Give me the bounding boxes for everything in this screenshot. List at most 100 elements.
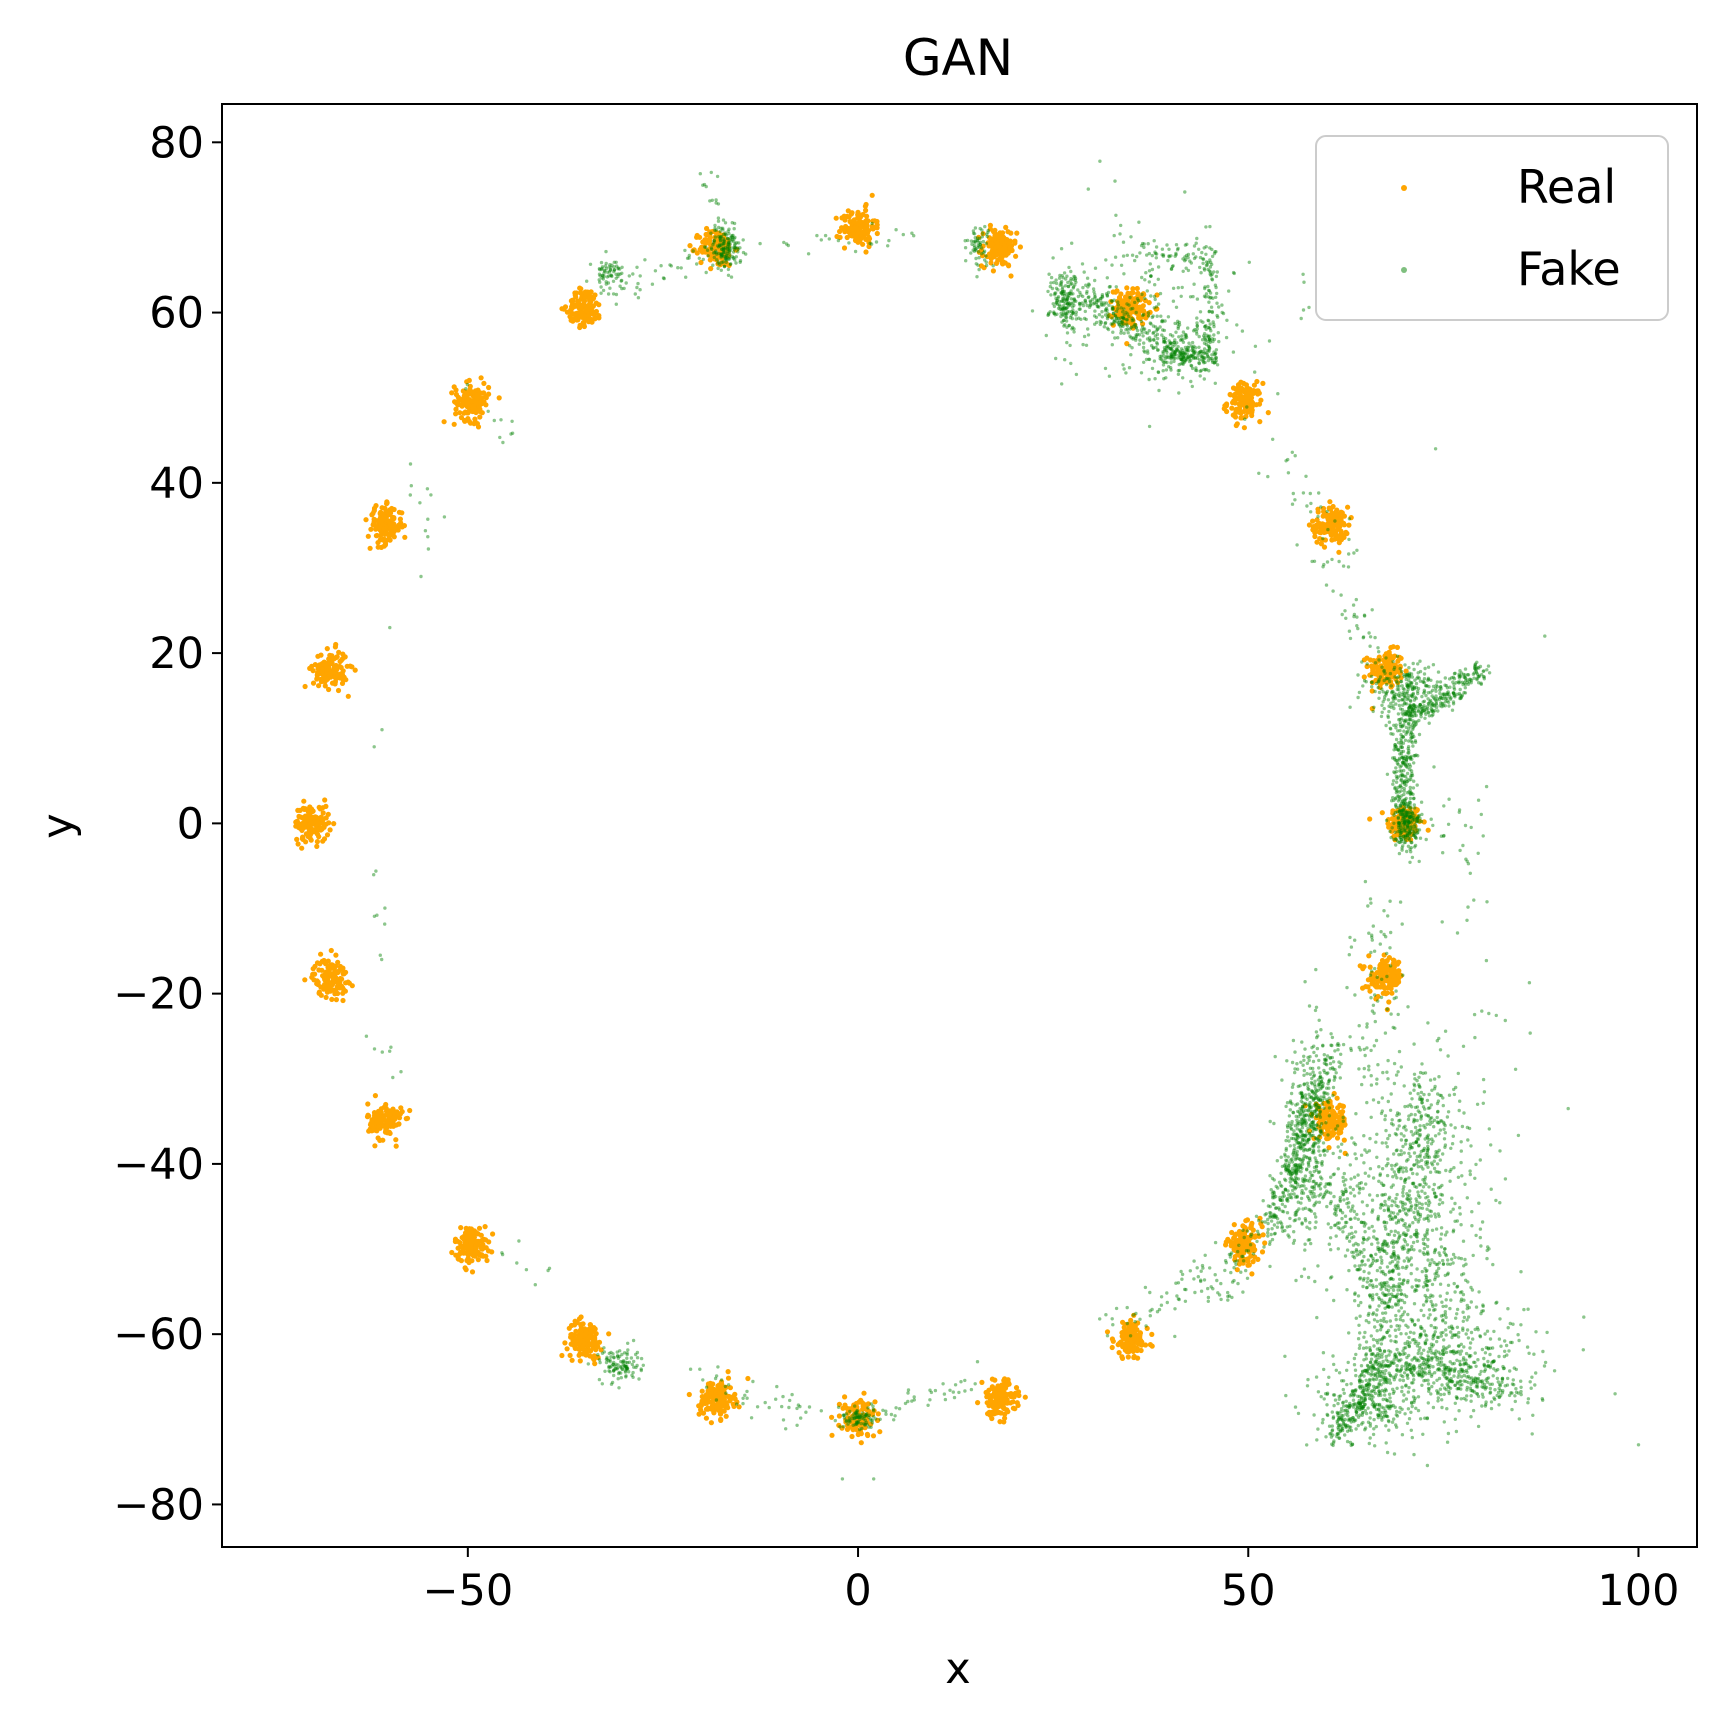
fake-point <box>1393 675 1397 679</box>
real-point <box>327 827 333 833</box>
fake-point <box>1283 1354 1287 1359</box>
fake-point <box>731 233 735 238</box>
real-point <box>332 987 338 994</box>
real-point <box>455 394 461 400</box>
fake-point <box>1319 1192 1323 1196</box>
fake-point <box>1290 1085 1295 1089</box>
real-point <box>1313 525 1319 531</box>
real-point <box>1330 503 1336 510</box>
real-point <box>1369 688 1375 694</box>
real-point <box>458 415 465 421</box>
fake-point <box>1291 1132 1295 1136</box>
fake-point <box>1301 1207 1305 1211</box>
real-point <box>578 1321 585 1327</box>
real-point <box>707 1380 714 1386</box>
fake-point <box>1418 669 1423 674</box>
real-point <box>864 213 870 219</box>
real-point <box>333 997 339 1003</box>
real-point <box>325 958 331 964</box>
real-point <box>1388 684 1394 690</box>
fake-point <box>1044 333 1049 338</box>
real-point <box>368 526 374 532</box>
real-point <box>1369 706 1375 712</box>
fake-point <box>1046 311 1051 315</box>
fake-point <box>1288 1144 1293 1148</box>
real-point <box>453 406 459 412</box>
real-point <box>1401 828 1407 834</box>
real-point <box>319 959 325 965</box>
fake-point <box>741 238 745 242</box>
fake-point <box>1412 796 1416 801</box>
fake-point <box>1416 662 1420 666</box>
fake-point <box>964 259 968 263</box>
fake-point <box>980 252 984 256</box>
real-point <box>1403 668 1409 674</box>
real-point <box>482 1224 488 1230</box>
fake-point <box>1305 1168 1309 1172</box>
fake-point <box>1077 316 1081 320</box>
real-point <box>1235 382 1242 388</box>
fake-point <box>1416 828 1420 832</box>
real-point <box>1386 999 1392 1005</box>
fake-point <box>1306 1275 1311 1280</box>
real-point <box>1318 541 1324 547</box>
fake-point <box>1302 1267 1307 1271</box>
real-point <box>855 1431 861 1438</box>
fake-point <box>1391 699 1395 704</box>
real-point <box>1393 978 1399 984</box>
real-point <box>1229 1229 1235 1236</box>
fake-point <box>980 235 984 239</box>
fake-point <box>1326 1133 1330 1137</box>
fake-point <box>1303 1248 1307 1252</box>
fake-point <box>1370 685 1374 689</box>
real-point <box>987 222 994 228</box>
real-point <box>980 231 986 237</box>
fake-point <box>1317 1066 1321 1070</box>
fake-point <box>1405 730 1409 735</box>
fake-point <box>1127 366 1132 370</box>
real-point <box>850 218 857 224</box>
real-point <box>324 832 331 838</box>
real-point <box>1154 292 1160 298</box>
fake-point <box>1403 663 1407 667</box>
real-point <box>1005 262 1012 268</box>
fake-point <box>1416 675 1420 679</box>
fake-point <box>1427 721 1431 725</box>
fake-point <box>1399 669 1404 674</box>
real-point <box>1395 819 1401 825</box>
fake-point <box>1387 1392 1392 1397</box>
fake-point <box>715 244 720 248</box>
real-point <box>473 1246 479 1252</box>
real-point <box>874 230 880 237</box>
real-point <box>314 843 320 850</box>
fake-point <box>1405 702 1409 706</box>
fake-point <box>980 228 984 232</box>
fake-point <box>1400 1433 1405 1437</box>
real-point <box>331 966 337 972</box>
fake-point <box>1165 360 1169 365</box>
real-point <box>1367 672 1373 678</box>
fake-point <box>1425 684 1429 688</box>
real-point <box>699 249 706 255</box>
fake-point <box>729 275 734 279</box>
fake-point <box>624 1360 628 1365</box>
fake-point <box>1176 369 1181 373</box>
real-point <box>718 1386 724 1392</box>
real-point <box>1122 309 1128 315</box>
real-point <box>1380 967 1386 973</box>
fake-point <box>607 1364 611 1369</box>
fake-point <box>836 1405 841 1410</box>
fake-point <box>626 1348 630 1352</box>
real-point <box>991 1411 997 1417</box>
real-point <box>1314 539 1320 545</box>
real-point <box>1406 810 1412 816</box>
fake-point <box>1325 1204 1329 1209</box>
fake-point <box>734 261 738 265</box>
fake-point <box>985 232 989 236</box>
real-point <box>1136 312 1142 318</box>
real-point <box>581 302 587 308</box>
fake-point <box>620 271 624 275</box>
fake-point <box>1307 1179 1312 1183</box>
real-point <box>451 421 457 427</box>
real-point <box>1259 1249 1266 1255</box>
